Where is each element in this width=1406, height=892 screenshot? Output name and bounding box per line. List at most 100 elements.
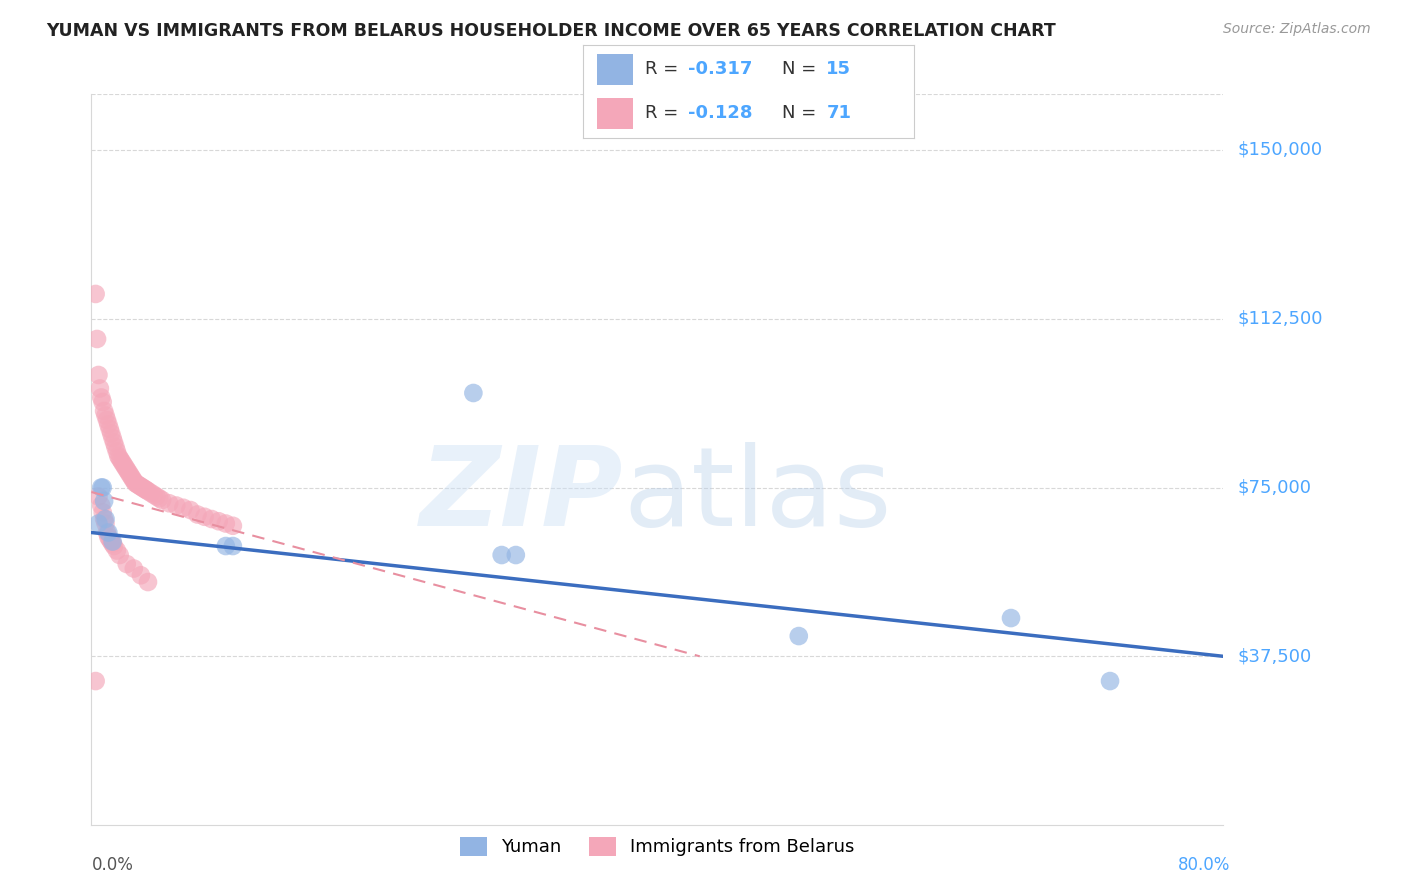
Text: $75,000: $75,000 bbox=[1237, 478, 1312, 497]
Point bbox=[90, 499, 112, 513]
Text: $150,000: $150,000 bbox=[1237, 141, 1322, 159]
Point bbox=[94, 516, 117, 531]
Point bbox=[84, 674, 107, 689]
Point bbox=[117, 465, 139, 479]
Text: -0.317: -0.317 bbox=[688, 61, 752, 78]
Text: 71: 71 bbox=[827, 103, 852, 121]
Point bbox=[105, 444, 128, 458]
Point bbox=[111, 456, 134, 470]
Point bbox=[87, 516, 110, 531]
Point bbox=[157, 496, 180, 510]
Text: $37,500: $37,500 bbox=[1237, 648, 1312, 665]
Point bbox=[125, 477, 148, 491]
Point bbox=[134, 483, 156, 497]
Point bbox=[101, 431, 124, 445]
Point bbox=[97, 525, 120, 540]
Point bbox=[491, 548, 513, 562]
Point bbox=[463, 386, 485, 401]
Point bbox=[91, 481, 114, 495]
Point bbox=[90, 391, 112, 405]
Point bbox=[193, 509, 217, 524]
Legend: Yuman, Immigrants from Belarus: Yuman, Immigrants from Belarus bbox=[453, 830, 862, 863]
Point bbox=[145, 490, 167, 504]
Text: N =: N = bbox=[782, 61, 821, 78]
Point bbox=[129, 568, 152, 582]
Text: -0.128: -0.128 bbox=[688, 103, 752, 121]
Text: YUMAN VS IMMIGRANTS FROM BELARUS HOUSEHOLDER INCOME OVER 65 YEARS CORRELATION CH: YUMAN VS IMMIGRANTS FROM BELARUS HOUSEHO… bbox=[46, 22, 1056, 40]
Point bbox=[172, 500, 194, 515]
Point bbox=[98, 422, 121, 436]
Point bbox=[186, 508, 208, 522]
Text: Source: ZipAtlas.com: Source: ZipAtlas.com bbox=[1223, 22, 1371, 37]
Point bbox=[127, 478, 149, 492]
Point bbox=[120, 469, 142, 483]
Point bbox=[1000, 611, 1022, 625]
FancyBboxPatch shape bbox=[596, 98, 633, 129]
Point bbox=[93, 404, 115, 418]
Point bbox=[87, 368, 110, 382]
Point bbox=[108, 451, 131, 466]
Point bbox=[96, 525, 118, 540]
Point bbox=[94, 409, 117, 423]
Point bbox=[124, 475, 146, 490]
Point bbox=[90, 481, 112, 495]
Point bbox=[135, 483, 157, 498]
Point bbox=[132, 482, 155, 496]
Point bbox=[122, 474, 145, 488]
Point bbox=[215, 516, 238, 531]
Point bbox=[93, 494, 115, 508]
Text: $112,500: $112,500 bbox=[1237, 310, 1323, 327]
Point bbox=[128, 479, 150, 493]
Text: ZIP: ZIP bbox=[420, 442, 623, 549]
Point bbox=[104, 440, 127, 454]
Point bbox=[101, 534, 124, 549]
Point bbox=[84, 287, 107, 301]
Point bbox=[118, 467, 141, 481]
Point bbox=[122, 561, 145, 575]
Point bbox=[201, 512, 224, 526]
Point bbox=[136, 575, 159, 590]
Point bbox=[112, 458, 135, 472]
Point bbox=[103, 539, 125, 553]
Point bbox=[142, 488, 165, 502]
Point bbox=[208, 514, 231, 528]
Point bbox=[91, 505, 114, 519]
Point bbox=[115, 557, 138, 571]
Point bbox=[98, 533, 121, 547]
Point bbox=[121, 471, 143, 485]
Point bbox=[165, 499, 187, 513]
Point bbox=[505, 548, 527, 562]
Point bbox=[131, 481, 153, 495]
Point bbox=[91, 395, 114, 409]
Point bbox=[105, 543, 128, 558]
Point bbox=[222, 518, 245, 533]
Text: atlas: atlas bbox=[623, 442, 891, 549]
Point bbox=[148, 491, 170, 506]
Point bbox=[108, 548, 131, 562]
Point bbox=[179, 503, 201, 517]
Text: 0.0%: 0.0% bbox=[91, 855, 134, 873]
Point bbox=[139, 486, 162, 500]
Point bbox=[215, 539, 238, 553]
Point bbox=[87, 490, 110, 504]
Point bbox=[97, 417, 120, 432]
Point bbox=[136, 484, 159, 499]
Point bbox=[93, 512, 115, 526]
Point bbox=[100, 534, 122, 549]
Point bbox=[787, 629, 810, 643]
Point bbox=[110, 453, 132, 467]
Point bbox=[107, 449, 129, 463]
FancyBboxPatch shape bbox=[596, 54, 633, 85]
Point bbox=[150, 493, 173, 508]
Text: 80.0%: 80.0% bbox=[1178, 855, 1230, 873]
Point bbox=[1098, 674, 1121, 689]
Point bbox=[96, 413, 118, 427]
Point bbox=[114, 460, 136, 475]
Point bbox=[129, 480, 152, 494]
Point bbox=[103, 435, 125, 450]
Text: R =: R = bbox=[644, 103, 683, 121]
Point bbox=[222, 539, 245, 553]
Text: N =: N = bbox=[782, 103, 821, 121]
Point bbox=[94, 512, 117, 526]
Point bbox=[115, 462, 138, 476]
